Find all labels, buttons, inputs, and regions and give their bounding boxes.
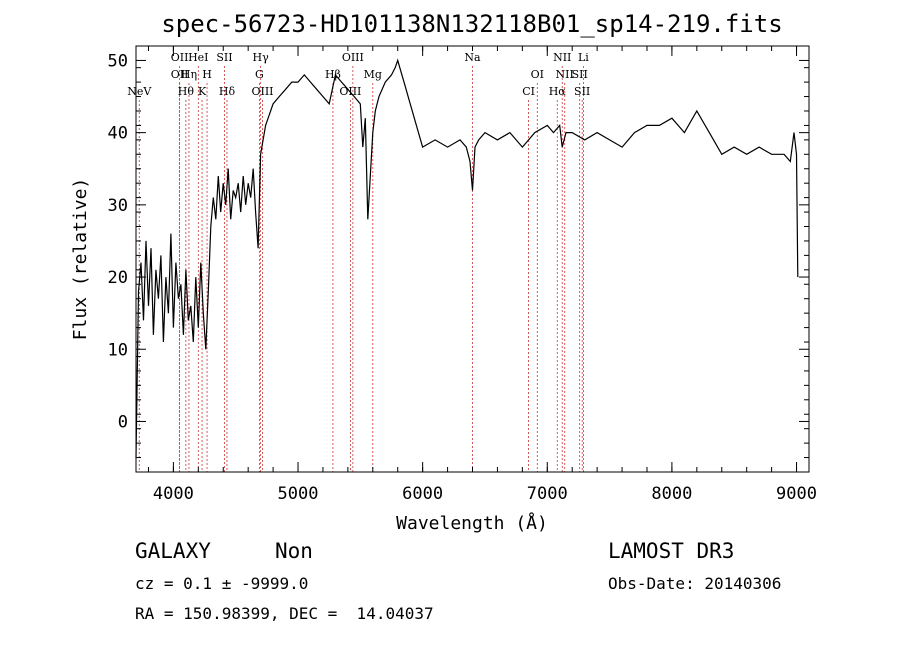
line-marker-label: Hη (181, 68, 197, 81)
obs-date: Obs-Date: 20140306 (608, 574, 782, 593)
line-marker-label: NeV (127, 85, 152, 98)
line-marker-label: OII (171, 68, 189, 81)
ra-dec-text: RA = 150.98399, DEC = 14.04037 (135, 604, 434, 623)
y-tick-label: 40 (108, 124, 128, 144)
chart-title: spec-56723-HD101138N132118B01_sp14-219.f… (161, 10, 782, 38)
line-marker-label: K (198, 85, 207, 98)
line-marker-label: SII (216, 51, 232, 64)
line-marker-label: OIII (251, 85, 273, 98)
spectrum-line (135, 58, 799, 458)
line-marker-label: OI (531, 68, 544, 81)
y-axis-label: Flux (relative) (70, 178, 91, 341)
line-marker-label: H (202, 68, 212, 81)
line-marker-label: Hα (549, 85, 567, 98)
y-tick-label: 50 (108, 51, 128, 71)
line-marker-label: OIII (342, 51, 364, 64)
object-subclass: Non (275, 539, 313, 563)
line-marker-label: Li (578, 51, 589, 64)
line-marker-label: Na (464, 51, 481, 64)
line-marker-label: OII (171, 51, 189, 64)
line-marker-label: NII (556, 68, 574, 81)
spectrum-chart: spec-56723-HD101138N132118B01_sp14-219.f… (70, 10, 817, 534)
x-tick-label: 7000 (527, 484, 568, 504)
y-axis: 0 10 20 30 40 50 (108, 51, 809, 459)
line-marker-label: Hδ (219, 85, 236, 98)
line-marker-label: Hβ (325, 68, 341, 81)
line-marker-label: SII (572, 68, 588, 81)
line-marker-label: Hγ (253, 51, 270, 64)
redshift-text: cz = 0.1 ± -9999.0 (135, 574, 309, 593)
line-markers: NeVOIIOIIHeIHηHθHKSIIHδHγGOIIIHβOIIIOIII… (127, 51, 590, 472)
survey-name: LAMOST DR3 (608, 539, 735, 563)
line-marker-label: Mg (364, 68, 382, 81)
x-axis-label: Wavelength (Å) (396, 512, 548, 534)
line-marker-label: HeI (188, 51, 208, 64)
line-marker-label: G (255, 68, 264, 81)
line-marker-label: NII (553, 51, 571, 64)
line-marker-label: SII (574, 85, 590, 98)
x-tick-label: 4000 (153, 484, 194, 504)
x-axis: 4000 5000 6000 7000 8000 9000 (147, 46, 817, 504)
y-tick-label: 10 (108, 340, 128, 360)
y-tick-label: 30 (108, 196, 128, 216)
x-tick-label: 5000 (278, 484, 319, 504)
x-tick-label: 6000 (402, 484, 443, 504)
x-tick-label: 8000 (651, 484, 692, 504)
object-class: GALAXY (135, 539, 211, 563)
y-tick-label: 0 (118, 412, 128, 432)
line-marker-label: CI (522, 85, 535, 98)
y-tick-label: 20 (108, 268, 128, 288)
x-tick-label: 9000 (776, 484, 817, 504)
line-marker-label: Hθ (178, 85, 195, 98)
